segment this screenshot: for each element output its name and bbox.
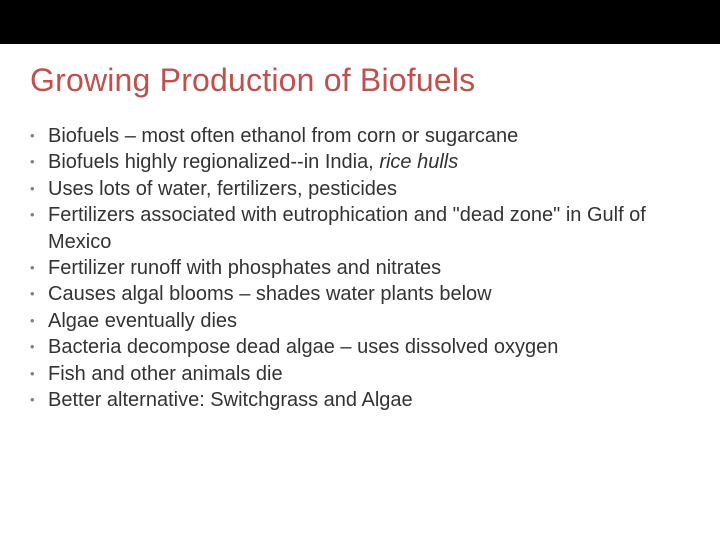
bullet-text: Biofuels – most often ethanol from corn … [48,125,518,147]
top-black-bar [0,0,720,44]
bullet-text: Causes algal blooms – shades water plant… [48,283,492,305]
list-item: Bacteria decompose dead algae – uses dis… [30,334,690,360]
bullet-text: Algae eventually dies [48,310,237,332]
list-item: Fertilizers associated with eutrophicati… [30,202,690,255]
list-item: Fish and other animals die [30,361,690,387]
bullet-text: Better alternative: Switchgrass and Alga… [48,389,413,411]
list-item: Uses lots of water, fertilizers, pestici… [30,176,690,202]
list-item: Biofuels – most often ethanol from corn … [30,123,690,149]
bullet-list: Biofuels – most often ethanol from corn … [30,123,690,413]
list-item: Biofuels highly regionalized--in India, … [30,149,690,175]
bullet-text-italic: rice hulls [379,151,458,173]
list-item: Algae eventually dies [30,308,690,334]
slide-body: Growing Production of Biofuels Biofuels … [0,44,720,433]
bullet-text: Fish and other animals die [48,363,283,385]
bullet-text: Uses lots of water, fertilizers, pestici… [48,178,397,200]
bullet-text: Bacteria decompose dead algae – uses dis… [48,336,558,358]
list-item: Better alternative: Switchgrass and Alga… [30,387,690,413]
bullet-text: Fertilizers associated with eutrophicati… [48,204,646,252]
bullet-text: Fertilizer runoff with phosphates and ni… [48,257,441,279]
list-item: Causes algal blooms – shades water plant… [30,281,690,307]
bullet-text: Biofuels highly regionalized--in India, [48,151,379,173]
list-item: Fertilizer runoff with phosphates and ni… [30,255,690,281]
slide-title: Growing Production of Biofuels [30,62,690,99]
